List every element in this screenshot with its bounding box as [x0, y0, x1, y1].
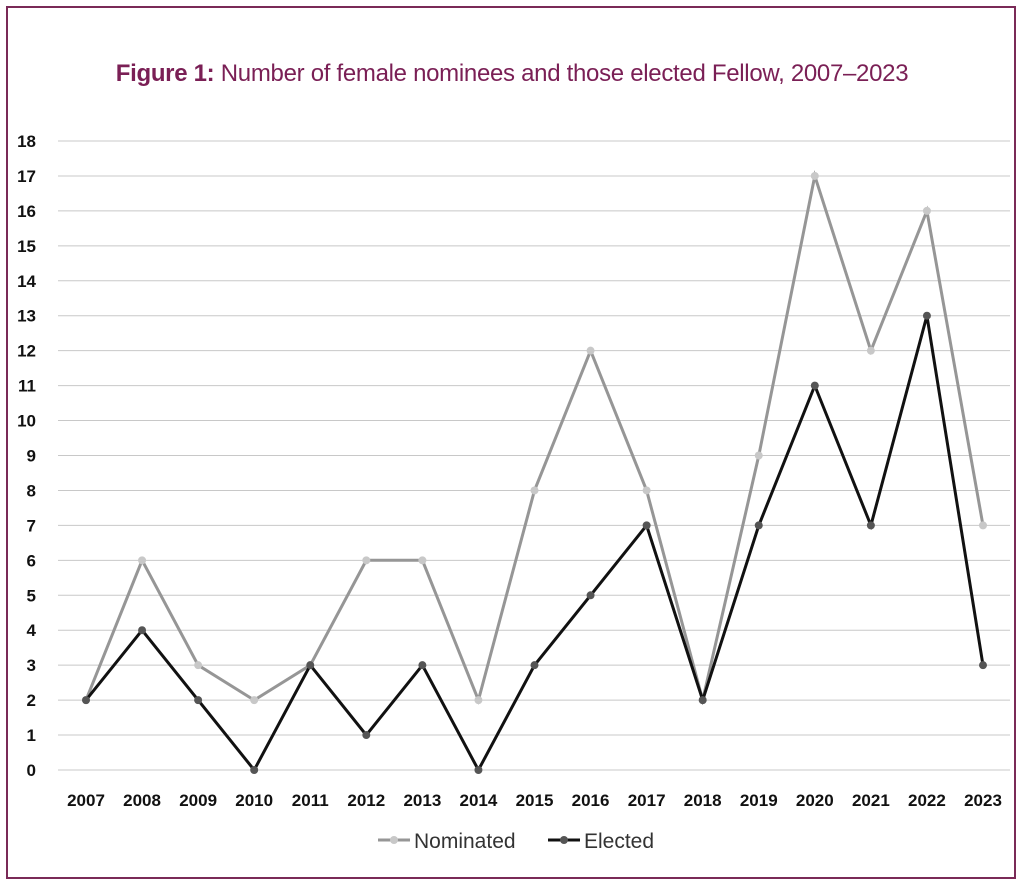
- y-tick-label-0: 0: [27, 761, 36, 780]
- chart-title-lead: Figure 1:: [115, 60, 215, 87]
- point-elected-2017: [642, 521, 651, 530]
- legend-label-elected: Elected: [584, 830, 654, 853]
- y-tick-label-6: 6: [27, 551, 36, 570]
- y-tick-label-1: 1: [27, 726, 36, 745]
- point-nominated-2020: [810, 171, 819, 180]
- y-tick-label-8: 8: [27, 481, 36, 500]
- point-elected-2022: [922, 311, 931, 320]
- x-tick-label-2023: 2023: [964, 791, 1002, 810]
- point-elected-2020: [810, 381, 819, 390]
- y-tick-label-14: 14: [17, 272, 36, 291]
- point-elected-2012: [362, 731, 371, 740]
- point-elected-2021: [866, 521, 875, 530]
- point-nominated-2012: [362, 556, 371, 565]
- legend-marker-nominated: [390, 836, 398, 844]
- x-tick-label-2016: 2016: [572, 791, 610, 810]
- y-tick-label-12: 12: [17, 342, 36, 361]
- point-elected-2023: [979, 661, 987, 670]
- x-tick-label-2013: 2013: [403, 791, 441, 810]
- point-nominated-2014: [474, 696, 483, 705]
- y-tick-label-5: 5: [27, 586, 36, 605]
- y-tick-label-2: 2: [27, 691, 36, 710]
- x-axis-ticks: 2007 2008 2009 2010 2011 2012 2013 2014 2015 2016…: [67, 791, 1002, 810]
- series-line-elected: [84, 315, 985, 774]
- x-tick-label-2017: 2017: [628, 791, 666, 810]
- x-tick-label-2008: 2008: [123, 791, 161, 810]
- y-tick-label-4: 4: [27, 621, 37, 640]
- y-tick-label-9: 9: [27, 447, 36, 466]
- x-tick-label-2021: 2021: [852, 791, 890, 810]
- point-elected-2016: [586, 591, 595, 600]
- x-tick-label-2010: 2010: [235, 791, 273, 810]
- x-tick-label-2009: 2009: [179, 791, 217, 810]
- x-tick-label-2015: 2015: [516, 791, 554, 810]
- legend: Nominated Elected: [378, 830, 654, 853]
- point-elected-2010: [250, 766, 259, 774]
- legend-marker-elected: [560, 836, 568, 844]
- point-nominated-2023: [979, 521, 987, 530]
- x-tick-label-2007: 2007: [67, 791, 105, 810]
- point-nominated-2019: [754, 451, 763, 460]
- point-elected-2011: [306, 661, 315, 670]
- x-tick-label-2012: 2012: [347, 791, 385, 810]
- point-elected-2007: [82, 696, 90, 705]
- point-nominated-2022: [922, 206, 931, 215]
- point-nominated-2009: [194, 661, 203, 670]
- point-elected-2014: [474, 766, 483, 774]
- point-nominated-2021: [866, 346, 875, 355]
- point-elected-2013: [418, 661, 427, 670]
- legend-label-nominated: Nominated: [414, 830, 516, 853]
- y-tick-label-10: 10: [17, 412, 36, 431]
- series: [82, 169, 987, 774]
- figure-frame: [6, 6, 1016, 879]
- point-nominated-2010: [250, 696, 259, 705]
- x-tick-label-2019: 2019: [740, 791, 778, 810]
- point-elected-2015: [530, 661, 539, 670]
- x-tick-label-2020: 2020: [796, 791, 834, 810]
- series-line-nominated: [84, 169, 985, 705]
- y-tick-label-15: 15: [17, 237, 36, 256]
- y-tick-label-17: 17: [17, 167, 36, 186]
- point-nominated-2016: [586, 346, 595, 355]
- y-tick-label-18: 18: [17, 132, 36, 151]
- y-tick-label-7: 7: [27, 516, 36, 535]
- x-tick-label-2011: 2011: [292, 791, 329, 810]
- x-tick-label-2018: 2018: [684, 791, 722, 810]
- point-nominated-2013: [418, 556, 427, 565]
- x-tick-label-2022: 2022: [908, 791, 946, 810]
- grid-lines: [58, 140, 1010, 771]
- point-elected-2018: [698, 696, 707, 705]
- y-tick-label-16: 16: [17, 202, 36, 221]
- x-tick-label-2014: 2014: [460, 791, 498, 810]
- point-nominated-2015: [530, 486, 539, 495]
- point-elected-2019: [754, 521, 763, 530]
- point-elected-2008: [138, 626, 147, 635]
- y-tick-label-11: 11: [18, 377, 36, 396]
- chart-title: Figure 1: Number of female nominees and …: [0, 60, 1024, 88]
- point-elected-2009: [194, 696, 203, 705]
- point-nominated-2017: [642, 486, 651, 495]
- chart-title-text: Number of female nominees and those elec…: [220, 60, 909, 87]
- y-tick-label-13: 13: [17, 307, 36, 326]
- y-tick-label-3: 3: [27, 656, 36, 675]
- point-nominated-2008: [138, 556, 147, 565]
